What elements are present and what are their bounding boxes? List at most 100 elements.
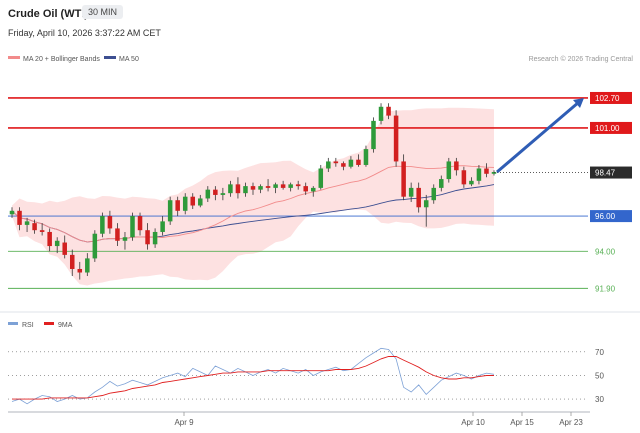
candle-body-56 bbox=[431, 187, 437, 201]
ma20-line bbox=[11, 165, 495, 243]
legend-swatch-ma20 bbox=[8, 56, 20, 59]
candle-body-29 bbox=[228, 184, 233, 194]
rsi-panel: 30 50 70 bbox=[8, 347, 604, 405]
price-panel: 102.70 101.00 96.00 94.00 91.90 98.47 bbox=[8, 91, 632, 295]
x-axis: Apr 9 Apr 10 Apr 15 Apr 23 bbox=[174, 412, 583, 427]
instrument-title: Crude Oil (WTI) bbox=[8, 8, 89, 20]
candle-body-14 bbox=[115, 228, 120, 241]
forecast-arrow-head bbox=[573, 97, 584, 108]
candle-body-43 bbox=[333, 161, 339, 164]
candle-body-52 bbox=[401, 161, 406, 197]
rsi-tick-2: 70 bbox=[595, 348, 604, 357]
candle-body-34 bbox=[265, 186, 271, 188]
candle-body-39 bbox=[303, 186, 308, 192]
candle-body-53 bbox=[408, 187, 414, 197]
candle-body-5 bbox=[47, 231, 52, 247]
candle-body-55 bbox=[423, 200, 429, 208]
level-tag-3 bbox=[590, 245, 632, 258]
candle-body-58 bbox=[446, 161, 452, 180]
candle-body-32 bbox=[250, 186, 256, 190]
candle-body-1 bbox=[17, 210, 22, 225]
candle-body-25 bbox=[198, 198, 203, 206]
level-label-0: 102.70 bbox=[595, 94, 620, 103]
rsi-series-1 bbox=[12, 356, 494, 400]
candle-body-30 bbox=[235, 184, 241, 194]
candle-body-38 bbox=[295, 184, 301, 187]
level-label-4: 91.90 bbox=[595, 284, 616, 293]
last-price-label: 98.47 bbox=[595, 169, 616, 178]
candle-body-4 bbox=[39, 230, 45, 232]
candle-body-18 bbox=[145, 230, 150, 245]
candle-body-15 bbox=[122, 237, 128, 241]
candle-body-31 bbox=[243, 186, 248, 194]
candle-body-23 bbox=[182, 196, 188, 211]
legend-9ma: 9MA bbox=[58, 322, 73, 329]
candle-body-50 bbox=[386, 106, 391, 116]
legend-swatch-rsi bbox=[8, 322, 18, 325]
candle-body-51 bbox=[393, 115, 399, 162]
legend-ma20: MA 20 + Bollinger Bands bbox=[23, 56, 100, 63]
level-tag-2 bbox=[590, 210, 632, 223]
candle-body-27 bbox=[213, 189, 218, 195]
candle-body-49 bbox=[378, 106, 384, 121]
rsi-tick-0: 30 bbox=[595, 395, 604, 404]
candle-body-17 bbox=[137, 216, 143, 231]
candle-body-61 bbox=[469, 180, 474, 185]
candle-body-10 bbox=[85, 258, 90, 273]
price-chart[interactable]: 102.70 101.00 96.00 94.00 91.90 98.47 MA 20 +… bbox=[0, 48, 640, 433]
x-tick-label-0: Apr 9 bbox=[174, 418, 194, 427]
chart-header: Crude Oil (WTI) 30 MIN Friday, April 10,… bbox=[0, 0, 640, 48]
chart-credit: Research © 2026 Trading Central bbox=[529, 55, 634, 63]
candle-body-2 bbox=[24, 221, 30, 225]
candle-body-42 bbox=[326, 161, 331, 169]
x-tick-label-3: Apr 23 bbox=[559, 418, 583, 427]
candle-body-41 bbox=[318, 168, 324, 188]
candle-body-7 bbox=[62, 242, 67, 255]
candle-body-16 bbox=[130, 216, 135, 238]
legend-swatch-9ma bbox=[44, 322, 54, 325]
candle-body-60 bbox=[461, 170, 467, 185]
candle-body-11 bbox=[92, 233, 98, 259]
candle-body-59 bbox=[454, 161, 459, 171]
rsi-tick-1: 50 bbox=[595, 371, 604, 380]
candle-body-35 bbox=[273, 184, 278, 188]
candle-body-63 bbox=[484, 168, 489, 174]
price-legend: MA 20 + Bollinger Bands MA 50 Research ©… bbox=[8, 55, 633, 63]
candle-body-9 bbox=[77, 268, 83, 273]
candle-body-6 bbox=[54, 240, 60, 247]
candle-body-37 bbox=[288, 184, 293, 188]
forecast-arrow-line bbox=[496, 100, 580, 174]
level-label-3: 94.00 bbox=[595, 247, 616, 256]
level-tag-0 bbox=[590, 91, 632, 104]
candle-body-48 bbox=[371, 120, 376, 150]
candle-body-21 bbox=[167, 200, 173, 222]
candle-body-36 bbox=[280, 184, 286, 188]
legend-rsi: RSI bbox=[22, 322, 34, 329]
candle-body-28 bbox=[220, 193, 226, 195]
candle-body-62 bbox=[476, 168, 482, 181]
candle-body-12 bbox=[100, 216, 105, 234]
candle-body-20 bbox=[160, 221, 165, 232]
candle-body-3 bbox=[32, 223, 37, 231]
candle-body-8 bbox=[69, 254, 75, 269]
timeframe-badge[interactable]: 30 MIN bbox=[82, 5, 124, 19]
candle-body-26 bbox=[205, 189, 211, 199]
candle-body-45 bbox=[348, 159, 354, 167]
legend-ma50: MA 50 bbox=[119, 56, 139, 63]
candle-body-47 bbox=[363, 149, 369, 165]
rsi-legend: RSI 9MA bbox=[8, 322, 73, 329]
candle-body-57 bbox=[439, 179, 444, 188]
candle-body-22 bbox=[175, 200, 180, 211]
datetime-label: Friday, April 10, 2026 3:37:22 AM CET bbox=[8, 28, 161, 38]
rsi-series-0 bbox=[11, 347, 495, 405]
candle-body-0 bbox=[9, 210, 15, 215]
candle-body-40 bbox=[310, 187, 316, 192]
candle-body-24 bbox=[190, 196, 196, 206]
level-label-1: 101.00 bbox=[595, 124, 620, 133]
candle-body-44 bbox=[341, 163, 346, 167]
candle-body-13 bbox=[107, 216, 113, 229]
legend-swatch-ma50 bbox=[104, 56, 116, 59]
candle-body-19 bbox=[152, 231, 158, 245]
last-price-tag bbox=[590, 166, 632, 179]
candle-body-46 bbox=[356, 159, 361, 165]
